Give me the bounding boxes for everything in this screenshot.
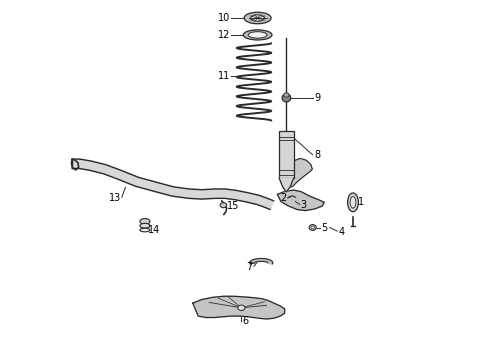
- Text: 12: 12: [218, 30, 230, 40]
- Text: 15: 15: [227, 201, 239, 211]
- Polygon shape: [279, 178, 294, 192]
- Polygon shape: [277, 190, 324, 211]
- Text: 3: 3: [301, 200, 307, 210]
- Text: 4: 4: [338, 227, 344, 237]
- Ellipse shape: [140, 219, 150, 224]
- Text: 13: 13: [109, 193, 121, 203]
- Text: 9: 9: [314, 93, 320, 103]
- Text: 1: 1: [358, 197, 365, 207]
- Text: 8: 8: [314, 150, 320, 160]
- Text: 14: 14: [148, 225, 160, 235]
- Ellipse shape: [140, 223, 150, 228]
- Ellipse shape: [282, 94, 291, 102]
- Ellipse shape: [251, 15, 265, 21]
- Ellipse shape: [347, 193, 358, 212]
- Polygon shape: [288, 158, 312, 188]
- Polygon shape: [250, 258, 273, 264]
- Text: 7: 7: [246, 262, 252, 272]
- Ellipse shape: [243, 30, 272, 40]
- Ellipse shape: [244, 12, 271, 24]
- Ellipse shape: [220, 203, 227, 208]
- Ellipse shape: [140, 228, 150, 232]
- Bar: [279, 131, 294, 178]
- Ellipse shape: [309, 225, 316, 230]
- Text: 6: 6: [243, 316, 249, 326]
- Polygon shape: [72, 159, 274, 210]
- Text: 11: 11: [218, 71, 230, 81]
- Ellipse shape: [284, 93, 289, 97]
- Ellipse shape: [238, 305, 245, 310]
- Text: 10: 10: [218, 13, 230, 23]
- Text: 2: 2: [280, 193, 286, 203]
- Polygon shape: [193, 296, 285, 319]
- Ellipse shape: [248, 32, 267, 38]
- Ellipse shape: [350, 197, 356, 208]
- Text: 5: 5: [321, 222, 328, 233]
- Ellipse shape: [311, 226, 315, 229]
